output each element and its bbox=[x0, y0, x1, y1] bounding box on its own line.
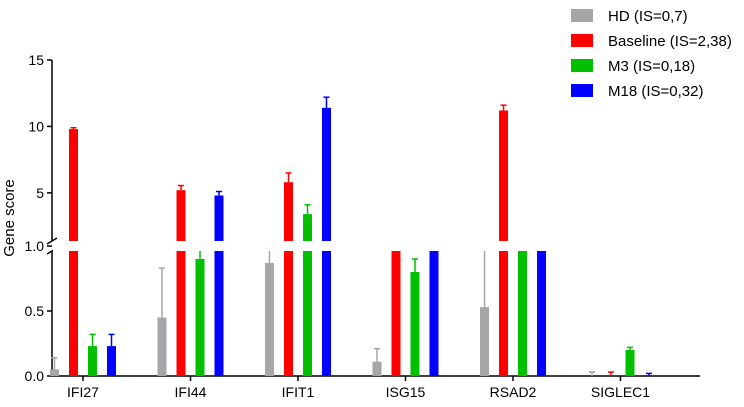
axes: 0.0 0.5 1.0 5 10 15 IFI27 IFI44 IFIT1 ISG15 RSAD2 S… bbox=[25, 52, 700, 400]
legend-swatch bbox=[571, 59, 593, 72]
y-tick-label: 0.0 bbox=[25, 368, 45, 384]
y-tick-label: 1.0 bbox=[25, 238, 45, 254]
x-tick-label: IFIT1 bbox=[282, 384, 315, 400]
bar bbox=[157, 317, 167, 376]
y-tick-label: 5 bbox=[36, 185, 44, 201]
bar bbox=[410, 272, 420, 376]
x-tick-label: IFI27 bbox=[67, 384, 99, 400]
legend-swatch bbox=[571, 84, 593, 97]
legend-label: HD (IS=0,7) bbox=[608, 8, 688, 25]
bar bbox=[107, 346, 116, 376]
bar bbox=[429, 244, 439, 376]
legend-swatch bbox=[571, 34, 593, 47]
axis-break-band bbox=[53, 241, 701, 251]
bar bbox=[88, 346, 97, 376]
bar bbox=[480, 307, 489, 376]
x-tick-label: IFI44 bbox=[175, 384, 207, 400]
bar bbox=[50, 369, 59, 376]
bar bbox=[518, 246, 527, 376]
legend-swatch bbox=[571, 9, 593, 22]
bar bbox=[625, 350, 635, 376]
bar bbox=[195, 259, 205, 376]
legend-label: M18 (IS=0,32) bbox=[608, 83, 703, 100]
bars bbox=[50, 96, 701, 376]
legend-label: Baseline (IS=2,38) bbox=[608, 33, 732, 50]
y-tick-label: 0.5 bbox=[25, 303, 45, 319]
bar bbox=[69, 129, 78, 376]
bar bbox=[176, 190, 186, 376]
y-tick-label: 15 bbox=[28, 52, 44, 68]
x-tick-label: ISG15 bbox=[386, 384, 426, 400]
bar bbox=[372, 361, 382, 376]
bar bbox=[214, 195, 224, 376]
x-tick-label: RSAD2 bbox=[490, 384, 537, 400]
bar bbox=[303, 214, 312, 376]
bar bbox=[391, 244, 401, 376]
legend: HD (IS=0,7) Baseline (IS=2,38) M3 (IS=0,18… bbox=[571, 8, 732, 100]
x-tick-label: SIGLEC1 bbox=[591, 384, 650, 400]
bar bbox=[537, 244, 546, 376]
legend-label: M3 (IS=0,18) bbox=[608, 58, 695, 75]
y-axis-label: Gene score bbox=[1, 179, 18, 257]
y-tick-label: 10 bbox=[28, 118, 44, 134]
bar bbox=[265, 262, 274, 376]
axis-break-mark-upper bbox=[46, 237, 58, 245]
bar bbox=[284, 182, 293, 376]
